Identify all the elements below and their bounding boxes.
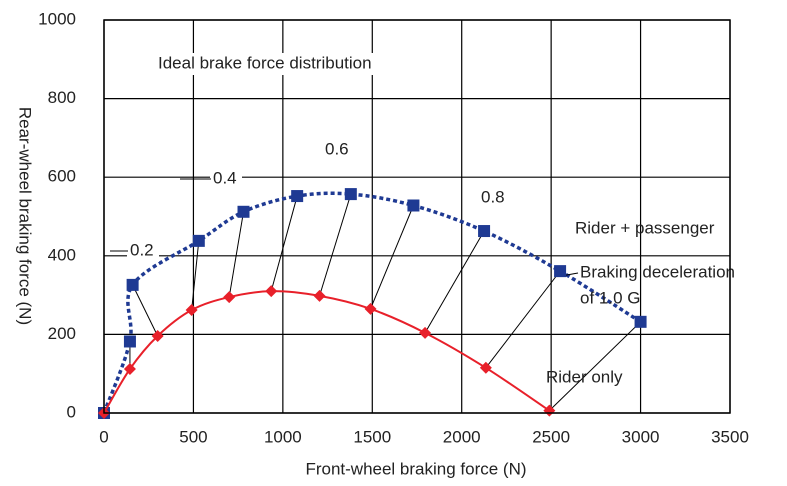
marker: [151, 329, 164, 342]
connector-line: [270, 195, 298, 292]
annotation: Braking deceleration: [580, 262, 735, 281]
marker: [364, 302, 377, 315]
annotation-background: [127, 240, 159, 262]
annotation: 0.6: [325, 139, 349, 158]
series-label: Rider + passenger: [575, 218, 715, 237]
marker: [123, 335, 136, 348]
connector-line: [191, 240, 200, 311]
y-tick-label: 200: [48, 324, 76, 343]
marker: [634, 315, 647, 328]
connector-line: [549, 321, 641, 412]
y-tick-label: 800: [48, 88, 76, 107]
marker: [479, 361, 492, 374]
marker: [478, 225, 491, 238]
y-tick-label: 400: [48, 245, 76, 264]
marker: [185, 304, 198, 317]
x-axis-label: Front-wheel braking force (N): [305, 459, 526, 478]
x-tick-label: 3000: [622, 427, 660, 446]
plot-frame: [103, 19, 731, 414]
annotation: of 1.0 G: [580, 288, 640, 307]
annotation-background: [155, 53, 405, 75]
marker: [192, 234, 205, 247]
x-tick-label: 1000: [264, 427, 302, 446]
series-label: Rider only: [546, 367, 623, 386]
connector-line: [485, 270, 561, 369]
marker: [123, 362, 136, 375]
x-tick-label: 2500: [532, 427, 570, 446]
x-tick-label: 500: [179, 427, 207, 446]
marker: [344, 188, 357, 201]
connector-line: [370, 205, 414, 310]
plot-background: [104, 20, 730, 413]
marker: [407, 199, 420, 212]
x-tick-label: 2000: [443, 427, 481, 446]
connector-line: [132, 284, 159, 337]
x-tick-label: 0: [99, 427, 108, 446]
marker: [291, 190, 304, 203]
marker: [223, 291, 236, 304]
y-tick-label: 0: [67, 402, 76, 421]
annotation-background: [210, 168, 242, 190]
annotation: 0.8: [481, 187, 505, 206]
y-tick-label: 600: [48, 167, 76, 186]
marker: [265, 285, 278, 298]
marker: [419, 326, 432, 339]
annotation: Ideal brake force distribution: [158, 53, 372, 72]
annotation-leader: [565, 272, 579, 276]
marker: [313, 289, 326, 302]
connector-line: [319, 193, 352, 297]
connector-line: [424, 230, 485, 334]
x-tick-label: 1500: [353, 427, 391, 446]
y-axis-label: Rear-wheel braking force (N): [16, 107, 35, 325]
marker: [554, 265, 567, 278]
marker: [126, 278, 139, 291]
annotation: 0.4: [213, 168, 237, 187]
connector-line: [228, 211, 245, 298]
x-tick-label: 3500: [711, 427, 749, 446]
annotation: 0.2: [130, 240, 154, 259]
y-tick-label: 1000: [38, 9, 76, 28]
marker: [237, 205, 250, 218]
